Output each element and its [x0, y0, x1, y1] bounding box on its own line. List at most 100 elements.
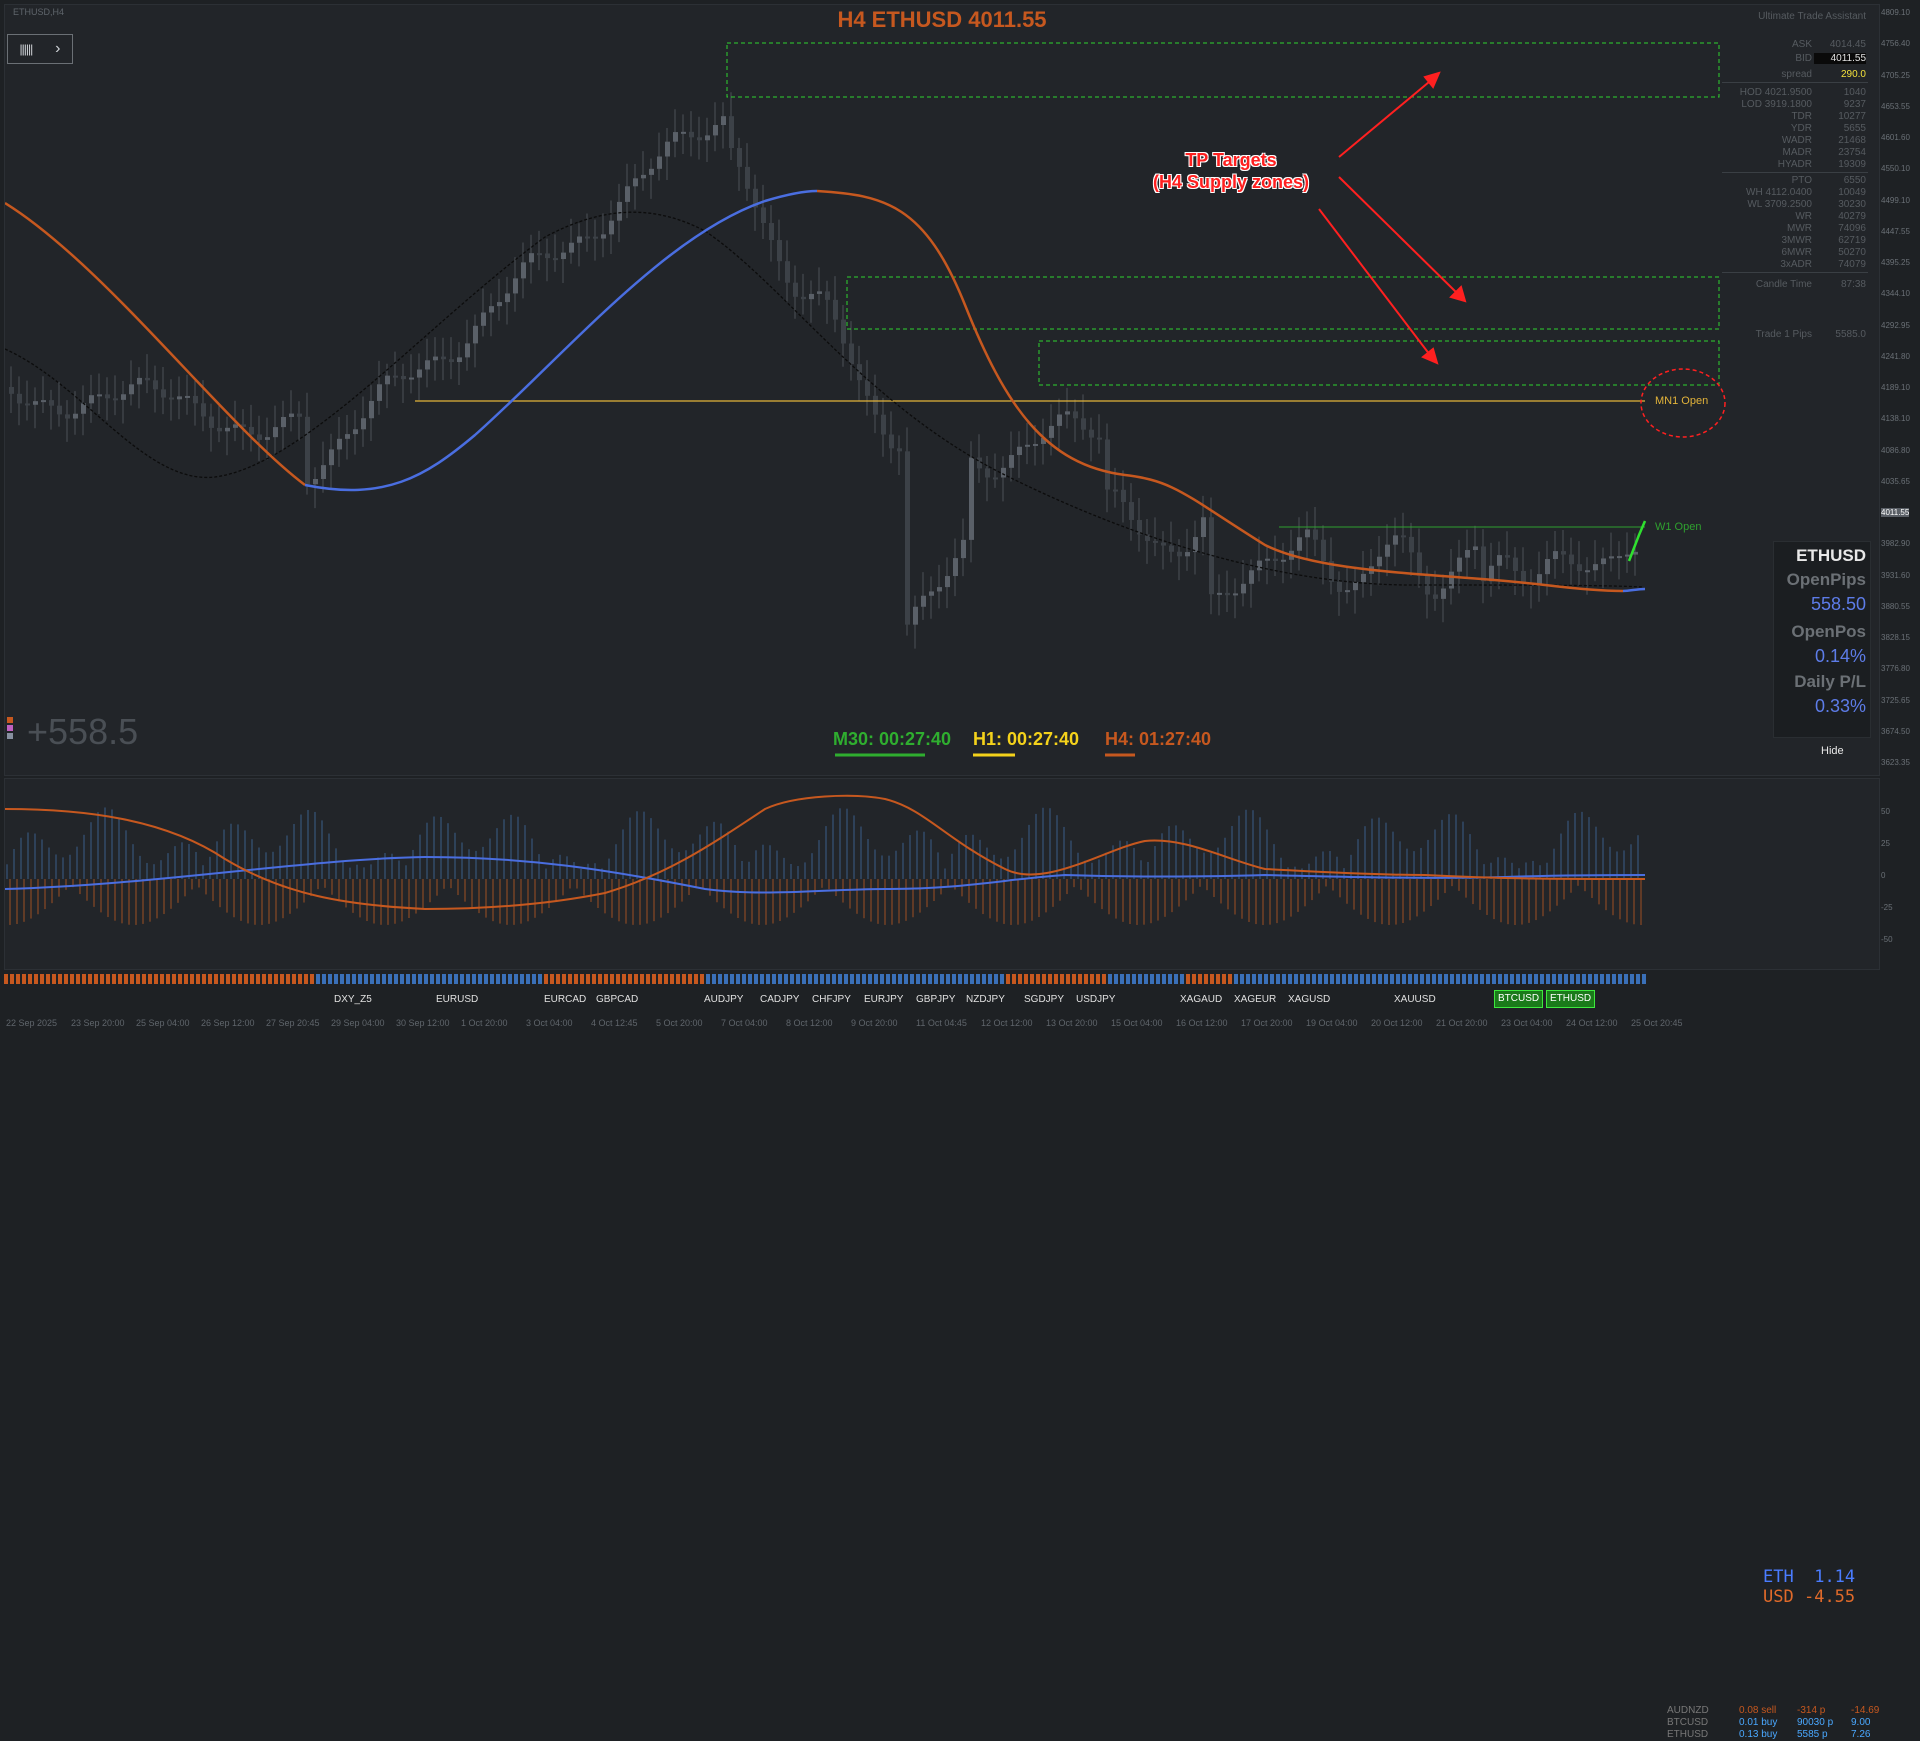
- trend-strip-cell: [430, 974, 434, 984]
- price-axis-label: 3880.55: [1881, 601, 1910, 611]
- price-axis-label: 4189.10: [1881, 383, 1910, 392]
- currency-strength-chart[interactable]: 50 25 0 -25 -50 ETH 1.14 USD -4.55 AUDNZD 0.0…: [4, 778, 1893, 1740]
- trend-strip-cell: [514, 974, 518, 984]
- chart-toolbar-toggle-button[interactable]: |||||| ›: [7, 34, 73, 64]
- candle-body: [1585, 570, 1590, 573]
- price-axis: 4809.10 4756.40 4705.25 4653.55 4601.60 4550.…: [1878, 4, 1918, 774]
- candle-body: [465, 343, 470, 358]
- info-row-label: HYADR: [1777, 159, 1812, 170]
- candle-body: [697, 137, 702, 141]
- candle-body: [1169, 545, 1174, 552]
- trend-strip-cell: [664, 974, 668, 984]
- trend-strip-cell: [442, 974, 446, 984]
- info-row-value: 1040: [1843, 87, 1866, 98]
- trend-strip-cell: [826, 974, 830, 984]
- candle-body: [1041, 437, 1046, 444]
- pair-button[interactable]: CHFJPY: [812, 994, 851, 1005]
- candle-body: [1425, 575, 1430, 595]
- info-row-value: 74096: [1838, 223, 1866, 234]
- time-axis-label: 17 Oct 20:00: [1241, 1018, 1293, 1028]
- candle-body: [185, 395, 190, 398]
- pair-button[interactable]: EURJPY: [864, 994, 904, 1005]
- time-axis-label: 23 Sep 20:00: [71, 1018, 125, 1028]
- pair-button[interactable]: GBPJPY: [916, 994, 956, 1005]
- trend-strip-cell: [748, 974, 752, 984]
- tp-targets-annotation: TP Targets (H4 Supply zones): [1133, 149, 1329, 193]
- info-row: 3MWR 62719: [1722, 235, 1868, 247]
- info-row-value: 10049: [1838, 187, 1866, 198]
- candle-body: [73, 413, 78, 419]
- candle-body: [1313, 529, 1318, 540]
- trend-strip-cell: [58, 974, 62, 984]
- sub-axis-label: 25: [1881, 839, 1890, 848]
- candle-body: [545, 253, 550, 259]
- main-chart[interactable]: ETHUSD,H4 H4 ETHUSD 4011.55 |||||| › +55…: [4, 4, 1880, 776]
- trend-strip-cell: [1618, 974, 1622, 984]
- candle-body: [1073, 411, 1078, 419]
- pair-button[interactable]: AUDJPY: [704, 994, 744, 1005]
- pair-button[interactable]: CADJPY: [760, 994, 800, 1005]
- pair-button[interactable]: USDJPY: [1076, 994, 1116, 1005]
- pair-button-active[interactable]: BTCUSD: [1494, 990, 1544, 1008]
- candle-body: [329, 449, 334, 466]
- trend-strip-cell: [1414, 974, 1418, 984]
- trend-strip-cell: [358, 974, 362, 984]
- pair-button[interactable]: GBPCAD: [596, 994, 639, 1005]
- candle-body: [1217, 592, 1222, 595]
- ma-black-dotted: [5, 211, 1644, 588]
- candle-body: [937, 587, 942, 592]
- price-axis-label: 4447.55: [1881, 226, 1910, 236]
- trend-strip-cell: [1228, 974, 1232, 984]
- trend-strip-cell: [610, 974, 614, 984]
- trend-strip-cell: [1438, 974, 1442, 984]
- trend-strip-cell: [292, 974, 296, 984]
- trend-strip-cell: [934, 974, 938, 984]
- candle-body: [1257, 560, 1262, 571]
- trend-strip-cell: [730, 974, 734, 984]
- pair-button[interactable]: EURUSD: [436, 994, 479, 1005]
- trend-strip-cell: [1042, 974, 1046, 984]
- trend-strip-cell: [1174, 974, 1178, 984]
- trend-strip-cell: [490, 974, 494, 984]
- pair-button[interactable]: XAGAUD: [1180, 994, 1223, 1005]
- candle-body: [705, 135, 710, 141]
- trend-strip-cell: [910, 974, 914, 984]
- price-chart-canvas[interactable]: [5, 5, 1879, 775]
- trend-strip-cell: [448, 974, 452, 984]
- candle-body: [1385, 544, 1390, 557]
- time-axis-label: 15 Oct 04:00: [1111, 1018, 1163, 1028]
- trend-strip-cell: [1384, 974, 1388, 984]
- pair-button[interactable]: EURCAD: [544, 994, 587, 1005]
- pair-button[interactable]: SGDJPY: [1024, 994, 1065, 1005]
- pair-button[interactable]: DXY_Z5: [334, 994, 372, 1005]
- trend-strip-cell: [970, 974, 974, 984]
- candle-body: [369, 400, 374, 419]
- pair-button-active[interactable]: ETHUSD: [1546, 990, 1596, 1008]
- timer-m30: M30: 00:27:40: [833, 729, 952, 749]
- pair-button[interactable]: XAUUSD: [1394, 994, 1436, 1005]
- candle-body: [113, 398, 118, 401]
- trend-strip-cell: [70, 974, 74, 984]
- pair-selector-bar: DXY_Z5 EURUSD EURCAD GBPCAD AUDJPY CADJPY CHFJ…: [4, 972, 1878, 1014]
- price-axis-label: 4550.10: [1881, 164, 1910, 174]
- candle-body: [201, 403, 206, 417]
- candle-body: [921, 595, 926, 607]
- candle-body: [473, 325, 478, 344]
- trend-strip-cell: [544, 974, 548, 984]
- trend-strip-cell: [598, 974, 602, 984]
- trend-strip-cell: [634, 974, 638, 984]
- pair-button[interactable]: XAGEUR: [1234, 994, 1277, 1005]
- candle-body: [249, 426, 254, 435]
- pair-button[interactable]: XAGUSD: [1288, 994, 1331, 1005]
- trend-strip-cell: [346, 974, 350, 984]
- candle-body: [809, 293, 814, 300]
- pair-button[interactable]: NZDJPY: [966, 994, 1005, 1005]
- hide-button[interactable]: Hide: [1821, 745, 1844, 757]
- trend-strip-cell: [1570, 974, 1574, 984]
- trend-strip-cell: [670, 974, 674, 984]
- chevron-right-icon: ›: [55, 40, 61, 57]
- candle-body: [865, 380, 870, 396]
- price-axis-label: 4705.25: [1881, 70, 1910, 80]
- candle-body: [1361, 573, 1366, 583]
- candle-body: [617, 201, 622, 221]
